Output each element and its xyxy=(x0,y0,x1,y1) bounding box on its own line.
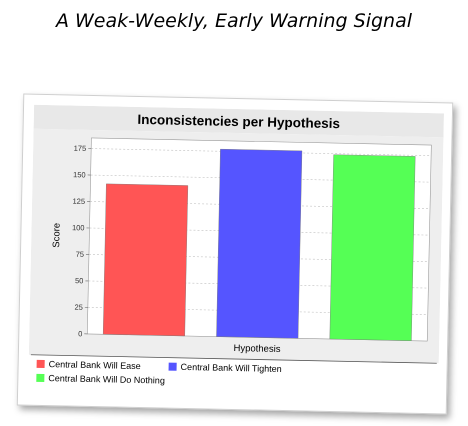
y-tick-label: 75 xyxy=(76,250,85,259)
y-axis-label: Score xyxy=(51,223,63,248)
chart-legend: Central Bank Will Ease Central Bank Will … xyxy=(36,359,282,386)
bar-chart: Inconsistencies per Hypothesis 0 25 50 75 10… xyxy=(28,104,444,386)
legend-swatch xyxy=(168,362,177,371)
y-tick-label: 125 xyxy=(72,197,85,206)
legend-item-label: Central Bank Will Tighten xyxy=(181,362,282,374)
chart-panel: Inconsistencies per Hypothesis 0 25 50 75 10… xyxy=(28,104,444,404)
bar-central-bank-will-ease xyxy=(102,183,189,337)
bar-central-bank-will-do-nothing xyxy=(329,154,416,341)
y-tick-label: 25 xyxy=(74,303,83,312)
chart-card: Inconsistencies per Hypothesis 0 25 50 75 10… xyxy=(16,93,454,415)
chart-title-band xyxy=(33,104,444,138)
y-tick-label: 100 xyxy=(72,223,85,232)
page-heading: A Weak-Weekly, Early Warning Signal xyxy=(55,10,413,32)
legend-divider xyxy=(30,354,437,364)
y-tick-label: 50 xyxy=(75,276,84,285)
x-axis-label: Hypothesis xyxy=(233,343,280,355)
legend-item-label: Central Bank Will Do Nothing xyxy=(48,373,165,385)
legend-item-label: Central Bank Will Ease xyxy=(49,359,141,371)
bar-central-bank-will-tighten xyxy=(216,148,303,339)
y-tick-label: 175 xyxy=(74,144,87,153)
y-tick-label: 150 xyxy=(73,170,86,179)
legend-swatch xyxy=(36,373,45,383)
chart-title: Inconsistencies per Hypothesis xyxy=(137,112,340,131)
y-tick-label: 0 xyxy=(78,329,82,338)
legend-swatch xyxy=(36,359,45,369)
